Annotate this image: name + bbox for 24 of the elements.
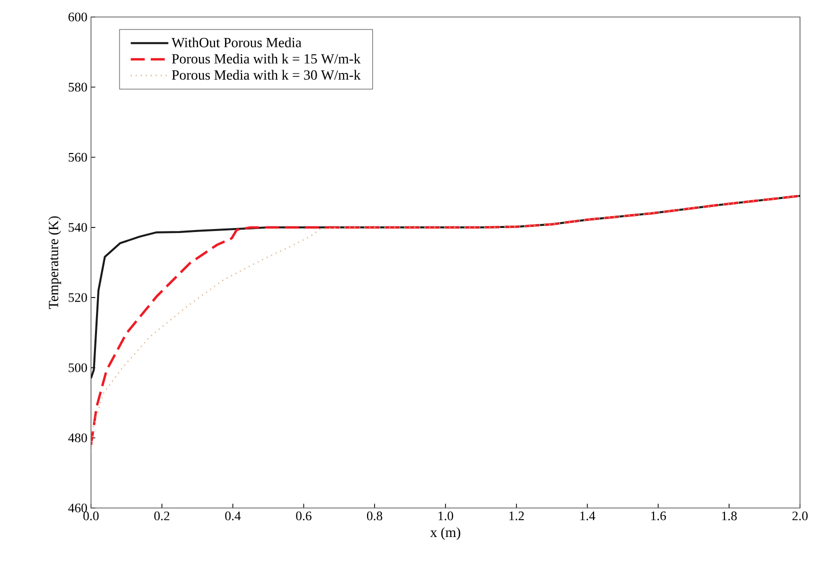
x-tick-label: 1.4 xyxy=(580,512,596,520)
legend-label: Porous Media with k = 15 W/m-k xyxy=(172,54,361,64)
x-axis-title: x (m) xyxy=(430,527,460,540)
legend-label: WithOut Porous Media xyxy=(172,37,302,48)
legend-label: Porous Media with k = 30 W/m-k xyxy=(172,70,361,80)
x-tick-label: 0.4 xyxy=(225,512,241,520)
x-tick-label: 0.2 xyxy=(154,512,170,520)
y-axis-title: Temperature (K) xyxy=(48,216,62,309)
y-tick-label: 540 xyxy=(68,223,87,232)
y-tick-label: 460 xyxy=(68,504,87,512)
y-tick-label: 560 xyxy=(68,152,87,162)
x-tick-label: 1.2 xyxy=(509,512,524,520)
x-tick-label: 1.8 xyxy=(722,512,737,520)
y-tick-label: 480 xyxy=(68,433,87,442)
x-tick-label: 0.8 xyxy=(366,512,382,520)
x-tick-label: 1.6 xyxy=(651,512,666,520)
y-tick-label: 520 xyxy=(68,293,87,302)
y-tick-label: 580 xyxy=(68,82,87,92)
y-tick-label: 500 xyxy=(68,363,87,372)
x-tick-label: 2.0 xyxy=(792,512,808,520)
x-tick-label: 1.0 xyxy=(438,512,454,520)
y-tick-label: 600 xyxy=(68,12,87,22)
x-tick-label: 0.0 xyxy=(83,512,99,520)
x-tick-label: 0.6 xyxy=(296,512,312,520)
